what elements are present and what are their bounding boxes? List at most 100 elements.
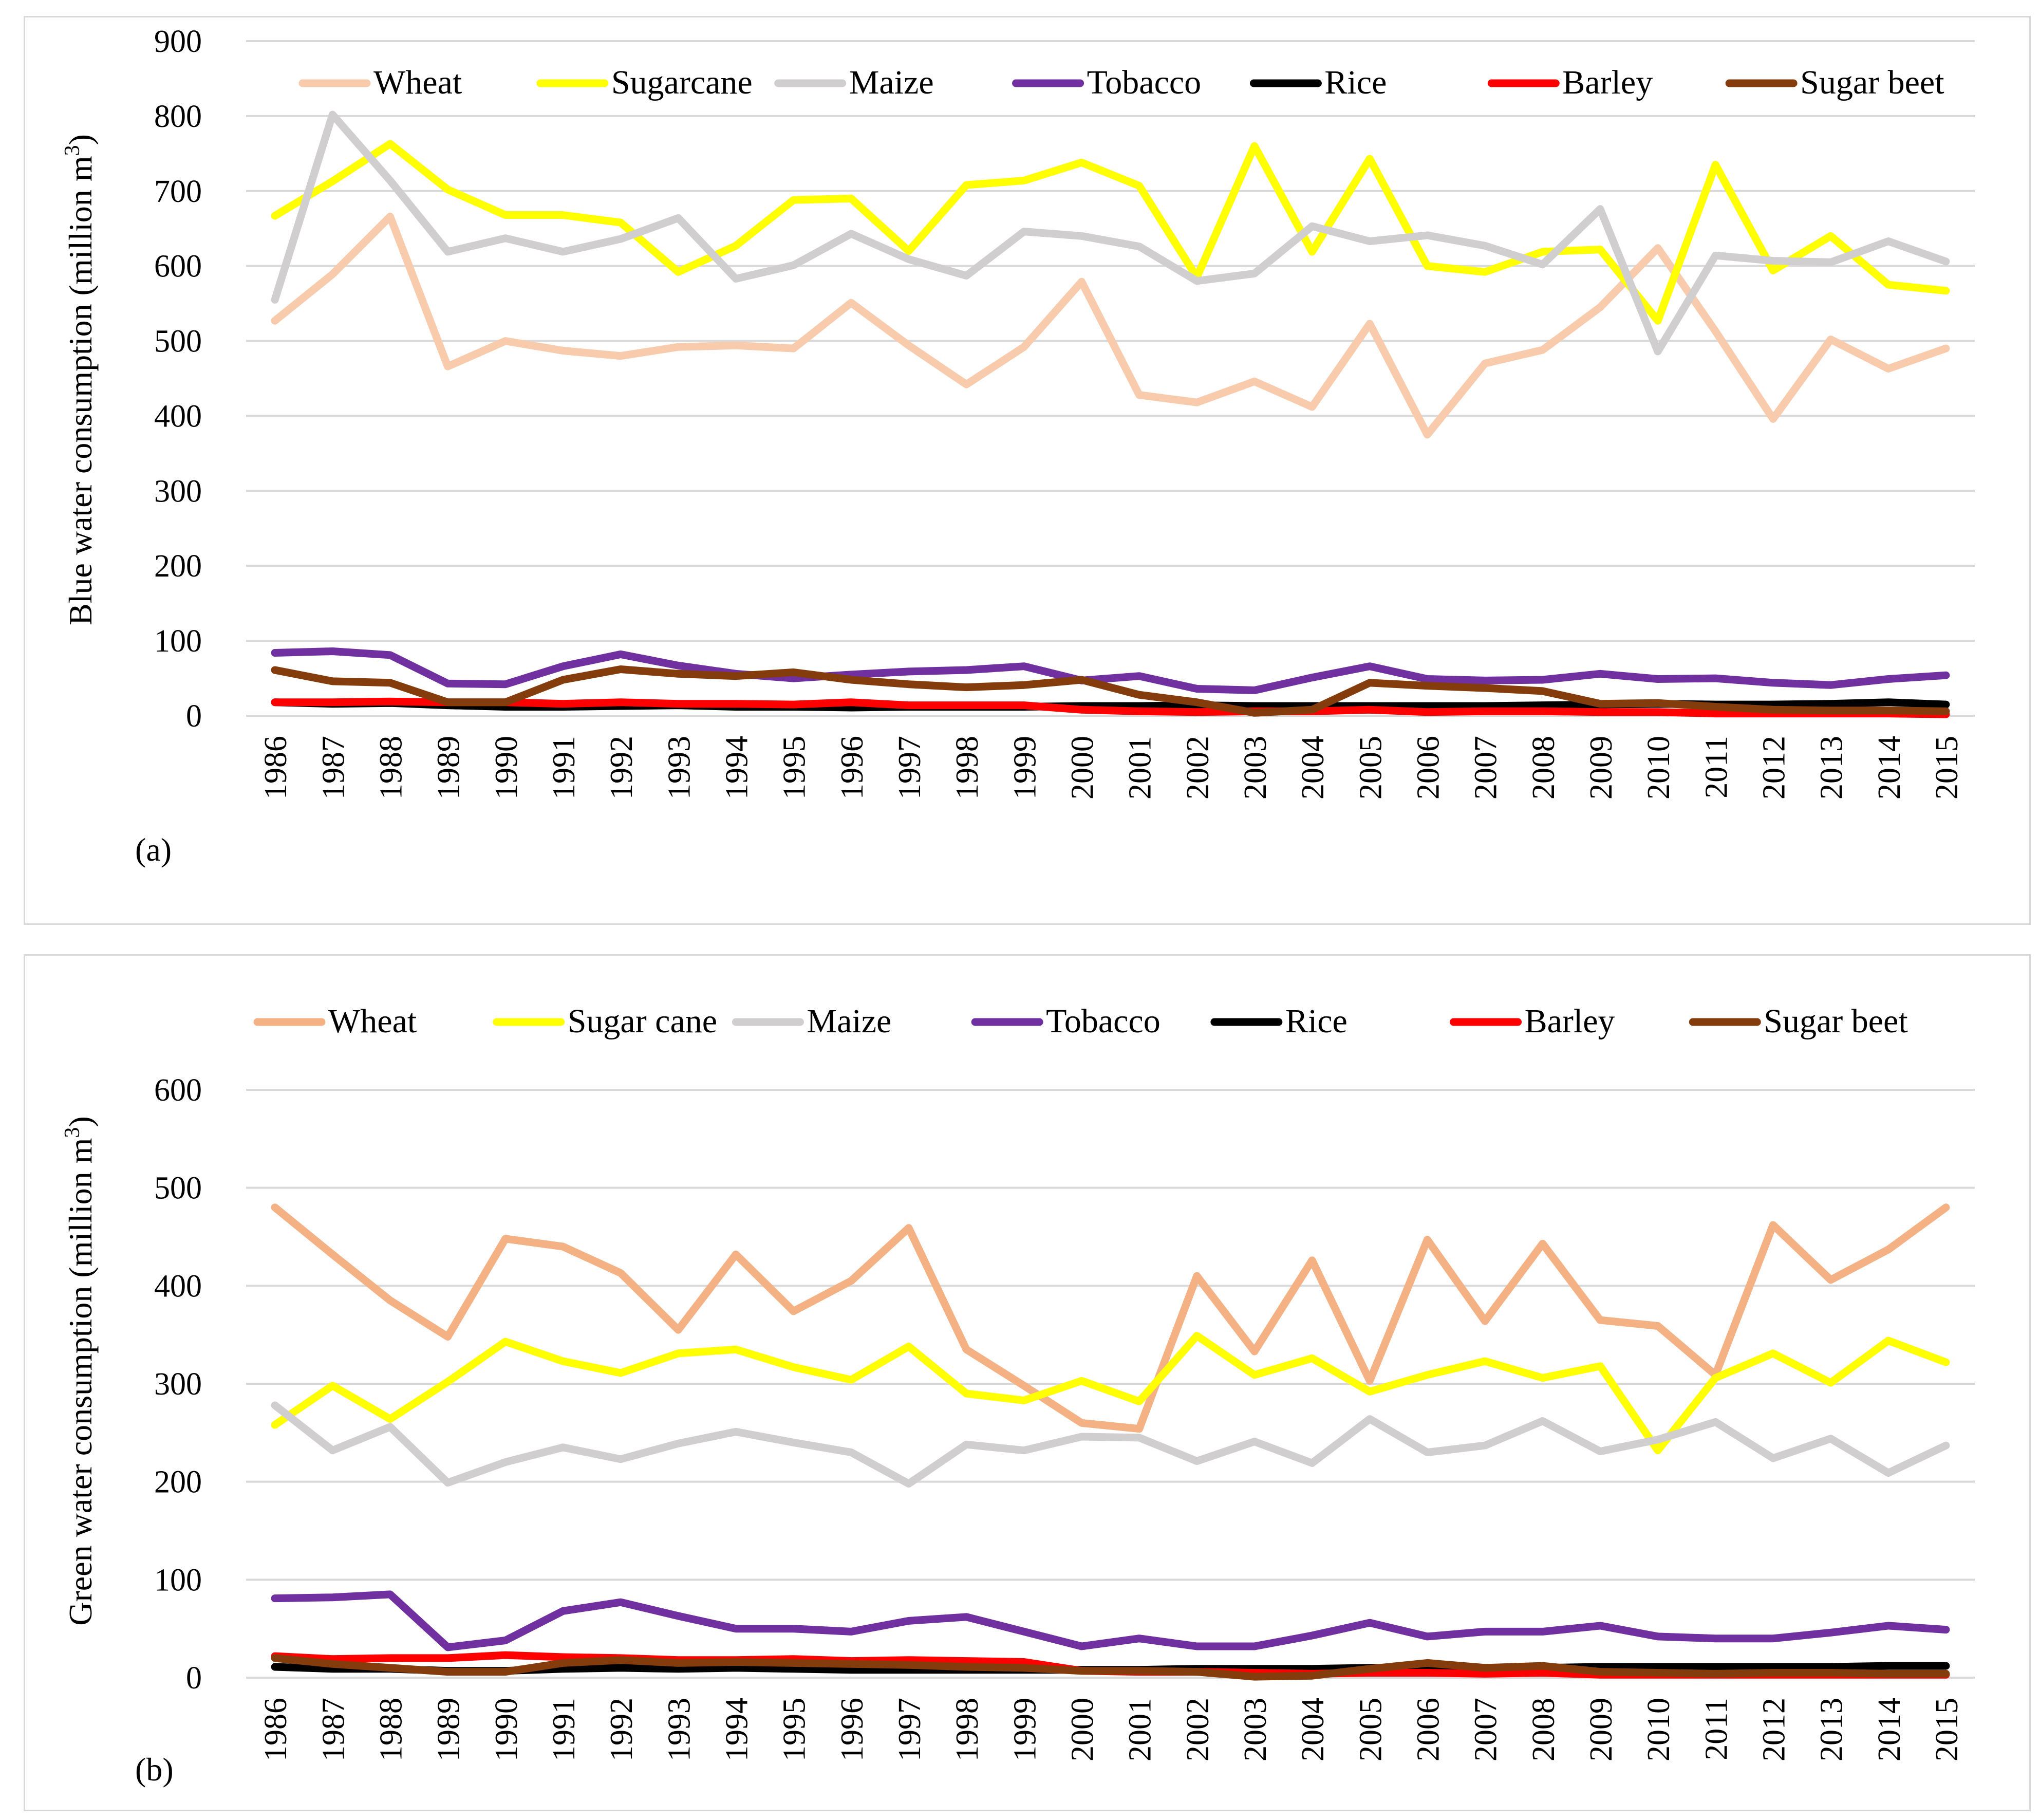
y-tick-label: 100: [154, 624, 202, 659]
x-tick-label: 2012: [1756, 1698, 1791, 1761]
x-tick-labels: 1986 1987 1988 1989 1990 1991 1992 1993 1994 1995…: [258, 736, 1964, 800]
chart-panel-b: 0 100 200 300 400 500 600 1986 1987 1988 1989 1990…: [24, 954, 2031, 1811]
x-tick-label: 2010: [1641, 1698, 1676, 1761]
legend-label: Sugarcane: [611, 64, 753, 101]
series-maize: [271, 110, 1950, 356]
series-lines: [271, 110, 1950, 718]
x-tick-label: 2008: [1526, 736, 1561, 800]
chart-panel-a: 0 100 200 300 400 500 600 700 800 900 1986 1987 198…: [24, 16, 2031, 925]
y-axis-title: Green water consumption (million m3): [61, 1116, 99, 1625]
y-tick-label: 800: [154, 99, 202, 134]
x-tick-label: 1987: [316, 736, 351, 800]
x-tick-label: 2004: [1296, 1698, 1331, 1761]
x-tick-label: 1992: [604, 1698, 639, 1761]
x-tick-label: 1993: [662, 1698, 697, 1761]
x-tick-label: 1994: [719, 736, 754, 800]
x-tick-label: 2014: [1872, 1698, 1907, 1761]
x-tick-label: 2000: [1065, 1698, 1100, 1761]
y-tick-label: 0: [186, 699, 202, 734]
x-tick-label: 2006: [1411, 1698, 1446, 1761]
legend-label: Maize: [849, 64, 934, 101]
x-tick-label: 1999: [1007, 736, 1042, 800]
grid: [246, 40, 1975, 717]
legend-label: Tobacco: [1046, 1002, 1161, 1040]
legend-label: Rice: [1324, 64, 1387, 101]
x-tick-label: 1997: [892, 736, 927, 800]
y-tick-label: 300: [154, 474, 202, 509]
x-tick-label: 1995: [777, 736, 812, 800]
x-tick-label: 1991: [547, 736, 582, 800]
legend-label: Sugar cane: [568, 1002, 717, 1040]
x-tick-label: 1996: [835, 1698, 870, 1761]
y-tick-label: 400: [154, 399, 202, 434]
x-tick-label: 1987: [316, 1698, 351, 1761]
x-tick-label: 2005: [1353, 1698, 1388, 1761]
x-tick-label: 2008: [1526, 1698, 1561, 1761]
y-tick-label: 100: [154, 1563, 202, 1598]
y-tick-labels: 0 100 200 300 400 500 600 700 800 900: [154, 24, 202, 734]
x-tick-label: 1998: [950, 736, 985, 800]
series-lines: [271, 1203, 1950, 1681]
x-tick-label: 2015: [1930, 1698, 1964, 1761]
x-tick-label: 2012: [1756, 736, 1791, 800]
x-tick-label: 1990: [489, 736, 524, 800]
x-tick-label: 2007: [1469, 1698, 1504, 1761]
legend-label: Sugar beet: [1800, 64, 1944, 101]
x-tick-label: 1997: [892, 1698, 927, 1761]
series-tobacco: [271, 1590, 1950, 1651]
y-tick-label: 200: [154, 1465, 202, 1500]
legend-label: Sugar beet: [1764, 1002, 1907, 1040]
x-tick-label: 2011: [1699, 736, 1734, 798]
x-tick-label: 2011: [1699, 1698, 1734, 1760]
x-tick-label: 2014: [1872, 736, 1907, 800]
x-tick-label: 2000: [1065, 736, 1100, 800]
x-tick-label: 1994: [719, 1698, 754, 1761]
x-tick-label: 2009: [1584, 736, 1619, 800]
y-tick-label: 500: [154, 1171, 202, 1206]
y-tick-label: 400: [154, 1269, 202, 1304]
series-maize: [271, 1401, 1950, 1488]
x-tick-label: 2007: [1469, 736, 1504, 800]
x-tick-label: 1990: [489, 1698, 524, 1761]
x-tick-label: 2002: [1181, 1698, 1215, 1761]
series-tobacco: [271, 647, 1950, 694]
y-tick-label: 0: [186, 1661, 202, 1696]
legend: Wheat Sugar cane Maize Tobacco Rice Barley Sug…: [253, 1002, 1908, 1040]
y-tick-label: 600: [154, 1073, 202, 1108]
x-tick-label: 1986: [258, 1698, 293, 1761]
x-tick-label: 2001: [1123, 736, 1158, 800]
x-tick-label: 2013: [1814, 736, 1849, 800]
x-tick-label: 1993: [662, 736, 697, 800]
x-tick-label: 1989: [432, 1698, 466, 1761]
series-wheat: [271, 1203, 1950, 1433]
x-tick-label: 1999: [1007, 1698, 1042, 1761]
x-tick-label: 1998: [950, 1698, 985, 1761]
legend: Wheat Sugarcane Maize Tobacco Rice Barley Suga…: [298, 64, 1944, 101]
x-tick-label: 2015: [1930, 736, 1964, 800]
x-tick-label: 2013: [1814, 1698, 1849, 1761]
x-tick-label: 1996: [835, 736, 870, 800]
panel-label: (a): [135, 831, 172, 868]
legend-label: Maize: [807, 1002, 891, 1040]
legend-label: Tobacco: [1087, 64, 1202, 101]
x-tick-label: 1991: [547, 1698, 582, 1761]
x-tick-label: 2004: [1296, 736, 1331, 800]
y-tick-label: 200: [154, 549, 202, 584]
x-tick-label: 2003: [1238, 1698, 1273, 1761]
series-sugar-beet: [271, 1654, 1950, 1681]
x-tick-label: 2006: [1411, 736, 1446, 800]
y-tick-label: 900: [154, 24, 202, 59]
legend-label: Wheat: [328, 1002, 417, 1040]
series-barley: [271, 697, 1950, 718]
series-sugar-beet: [271, 665, 1950, 717]
y-tick-label: 500: [154, 324, 202, 359]
legend-label: Barley: [1525, 1002, 1615, 1040]
y-tick-label: 300: [154, 1367, 202, 1402]
x-tick-label: 2001: [1123, 1698, 1158, 1761]
y-tick-label: 600: [154, 249, 202, 284]
x-tick-labels: 1986 1987 1988 1989 1990 1991 1992 1993 1994 1995…: [258, 1698, 1964, 1761]
y-tick-labels: 0 100 200 300 400 500 600: [154, 1073, 202, 1696]
x-tick-label: 1992: [604, 736, 639, 800]
series-wheat: [271, 212, 1950, 439]
